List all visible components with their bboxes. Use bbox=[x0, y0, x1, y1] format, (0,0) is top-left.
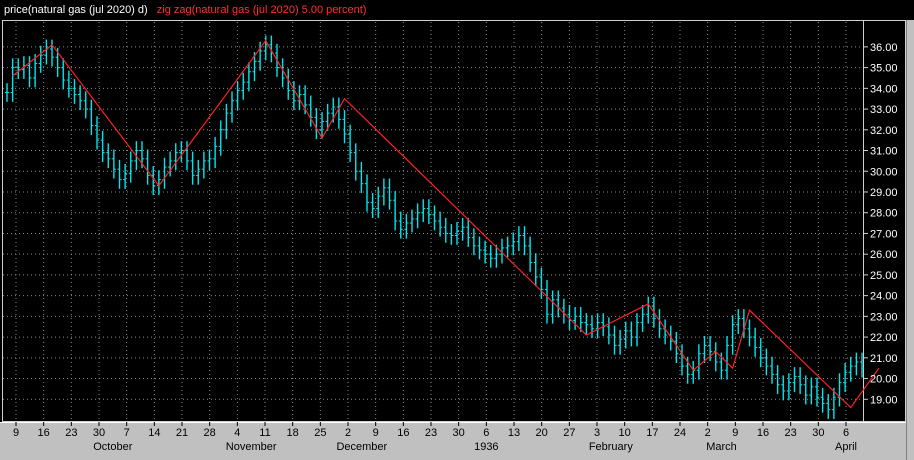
x-day-label: 9 bbox=[373, 427, 379, 439]
y-tick-label: 27.00 bbox=[870, 228, 898, 240]
y-tick-label: 21.00 bbox=[870, 353, 898, 365]
y-tick-label: 20.00 bbox=[870, 374, 898, 386]
x-day-label: 27 bbox=[563, 427, 575, 439]
x-day-label: 25 bbox=[314, 427, 326, 439]
x-day-label: 17 bbox=[646, 427, 658, 439]
y-tick-label: 22.00 bbox=[870, 332, 898, 344]
x-day-label: 11 bbox=[259, 427, 270, 439]
y-tick-label: 28.00 bbox=[870, 208, 898, 220]
x-day-label: 16 bbox=[757, 427, 769, 439]
x-day-label: 24 bbox=[674, 427, 686, 439]
x-day-label: 30 bbox=[812, 427, 824, 439]
legend-zigzag-label: zig zag(natural gas (jul 2020) 5.00 perc… bbox=[156, 4, 367, 16]
y-tick-label: 34.00 bbox=[870, 83, 898, 95]
y-tick-label: 23.00 bbox=[870, 311, 898, 323]
x-day-label: 9 bbox=[732, 427, 738, 439]
y-tick-label: 19.00 bbox=[870, 394, 898, 406]
x-month-label: December bbox=[336, 441, 387, 453]
x-day-label: 21 bbox=[176, 427, 188, 439]
x-month-label: November bbox=[226, 441, 277, 453]
y-tick-label: 32.00 bbox=[870, 125, 898, 137]
y-tick-label: 31.00 bbox=[870, 146, 898, 158]
x-month-label: March bbox=[706, 441, 737, 453]
x-month-label: October bbox=[93, 441, 132, 453]
x-day-label: 20 bbox=[536, 427, 548, 439]
x-day-label: 23 bbox=[425, 427, 437, 439]
y-tick-label: 25.00 bbox=[870, 270, 898, 282]
x-day-label: 23 bbox=[785, 427, 797, 439]
x-day-label: 2 bbox=[345, 427, 351, 439]
x-day-label: 13 bbox=[508, 427, 520, 439]
x-day-label: 9 bbox=[13, 427, 19, 439]
legend: price(natural gas (jul 2020) d) zig zag(… bbox=[4, 4, 366, 16]
vertical-scrollbar[interactable] bbox=[906, 20, 914, 460]
x-day-label: 16 bbox=[397, 427, 409, 439]
y-tick-label: 29.00 bbox=[870, 187, 898, 199]
y-tick-label: 35.00 bbox=[870, 63, 898, 75]
x-day-label: 10 bbox=[619, 427, 631, 439]
x-month-label: 1936 bbox=[474, 441, 498, 453]
x-day-label: 30 bbox=[93, 427, 105, 439]
x-month-label: February bbox=[589, 441, 634, 453]
date-axis-panel bbox=[0, 422, 906, 460]
x-month-label: April bbox=[835, 441, 857, 453]
y-tick-label: 36.00 bbox=[870, 42, 898, 54]
x-day-label: 30 bbox=[453, 427, 465, 439]
x-day-label: 3 bbox=[594, 427, 600, 439]
x-day-label: 23 bbox=[65, 427, 77, 439]
x-day-label: 4 bbox=[234, 427, 240, 439]
x-day-label: 18 bbox=[287, 427, 299, 439]
y-tick-label: 30.00 bbox=[870, 166, 898, 178]
x-day-label: 6 bbox=[483, 427, 489, 439]
y-tick-label: 33.00 bbox=[870, 104, 898, 116]
x-day-label: 14 bbox=[148, 427, 160, 439]
y-tick-label: 24.00 bbox=[870, 291, 898, 303]
x-day-label: 2 bbox=[705, 427, 711, 439]
x-day-label: 28 bbox=[204, 427, 216, 439]
x-day-label: 7 bbox=[124, 427, 130, 439]
y-tick-label: 26.00 bbox=[870, 249, 898, 261]
plot-area bbox=[2, 20, 864, 422]
price-axis-panel bbox=[864, 20, 906, 422]
legend-price-label: price(natural gas (jul 2020) d) bbox=[4, 4, 148, 16]
x-day-label: 16 bbox=[38, 427, 50, 439]
x-day-label: 6 bbox=[843, 427, 849, 439]
zigzag-line bbox=[12, 39, 880, 409]
